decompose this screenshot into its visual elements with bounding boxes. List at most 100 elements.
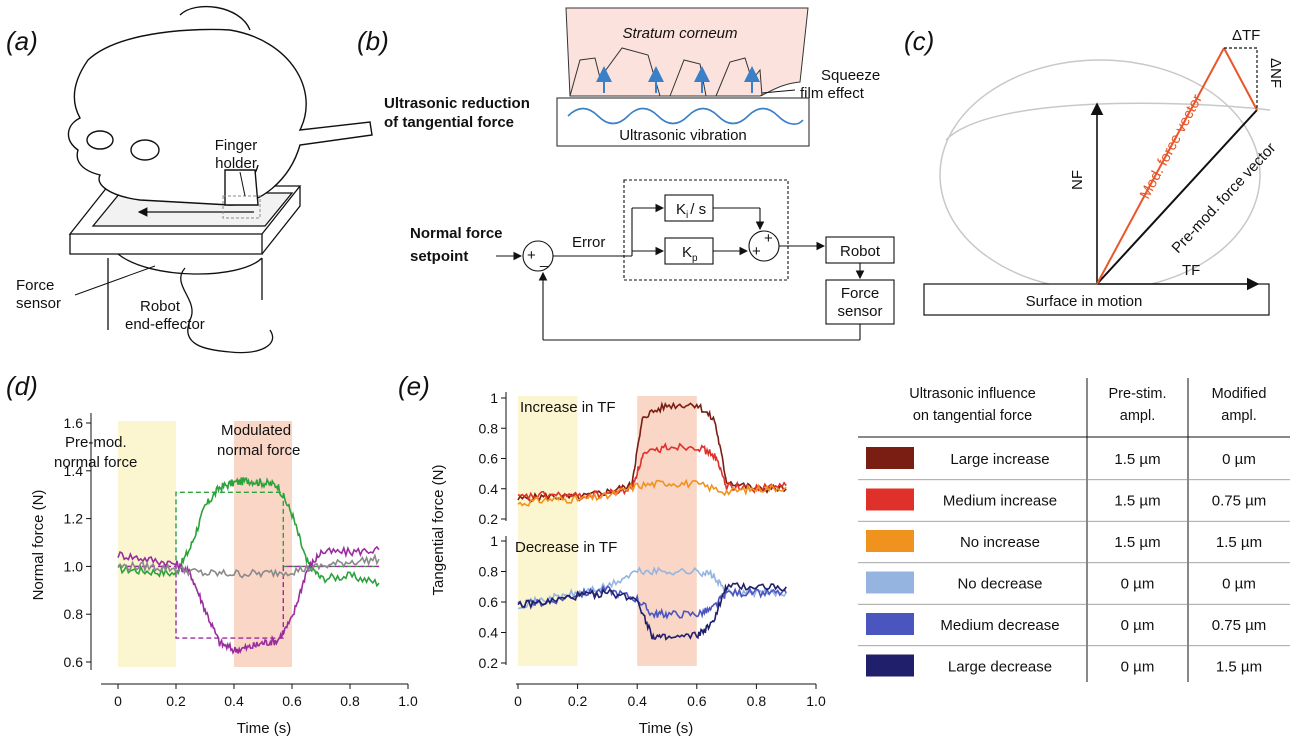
- reduction-label-1: Ultrasonic reduction: [384, 95, 530, 112]
- legend-swatch: [866, 571, 914, 594]
- x-tick-label: 0.8: [747, 693, 767, 709]
- row-mod: 0.75 µm: [1212, 493, 1267, 510]
- vibration-wave: [567, 107, 804, 125]
- finger-holder-label-1: Finger: [215, 137, 258, 154]
- surface-box: [923, 283, 1270, 316]
- increase-label: Increase in TF: [520, 399, 616, 416]
- row-pre: 0 µm: [1121, 617, 1155, 634]
- robot-block-label: Robot: [840, 243, 881, 260]
- y-tick-label: 0.8: [64, 606, 84, 622]
- sensor-block-label-1: Force: [841, 285, 879, 302]
- x-axis-label: Time (s): [237, 720, 291, 737]
- sum2-plus-top: +: [764, 230, 773, 247]
- shaded-band: [118, 421, 176, 667]
- y-tick-label: 0.6: [479, 594, 499, 610]
- y-tick-label: 1: [490, 533, 498, 549]
- chart-e: 0.2 0.4 0.6 0.8 1 0.2 0.4 0.6 0.8 1 0 0.2 0.4 0.6 0.8 1…: [430, 390, 826, 737]
- force-sensor-leader: [74, 265, 156, 296]
- y-tick-label: 0.4: [479, 625, 499, 641]
- row-label: No increase: [960, 534, 1040, 551]
- finger-holder-box: [222, 195, 261, 219]
- series-line: [517, 581, 787, 641]
- row-pre: 1.5 µm: [1114, 493, 1160, 510]
- stratum-corneum-block: [565, 7, 809, 97]
- panel-d-tag: (d): [6, 371, 38, 401]
- row-label: No decrease: [957, 576, 1042, 593]
- x-tick-label: 0.2: [166, 693, 186, 709]
- dnf-label: ΔNF: [1267, 58, 1284, 88]
- sum1-plus: +: [527, 247, 536, 264]
- kp-label: Kp: [682, 244, 698, 264]
- panel-a-tag: (a): [6, 26, 38, 56]
- x-tick-label: 0.2: [568, 693, 588, 709]
- reduction-label-2: of tangential force: [384, 114, 514, 131]
- y-tick-label: 0.4: [479, 481, 499, 497]
- series-line: [117, 553, 380, 579]
- y-tick-label: 0.6: [64, 654, 84, 670]
- legend-swatch: [866, 447, 914, 469]
- panel-b-tag: (b): [357, 26, 389, 56]
- nf-label: NF: [1069, 170, 1086, 190]
- force-sensor-label-2: sensor: [16, 295, 61, 312]
- friction-ellipse: [939, 59, 1261, 291]
- shaded-band: [234, 421, 292, 667]
- row-label: Large increase: [950, 451, 1049, 468]
- y-tick-label: 1.0: [64, 558, 84, 574]
- mod-vector: [1096, 47, 1225, 285]
- x-tick-label: 1.0: [398, 693, 418, 709]
- x-tick-label: 0: [114, 693, 122, 709]
- panel-c-tag: (c): [904, 26, 934, 56]
- table-header: ampl.: [1221, 408, 1256, 424]
- setpoint-label-2: setpoint: [410, 248, 468, 265]
- y-tick-label: 0.6: [479, 451, 499, 467]
- legend-swatch: [866, 613, 914, 635]
- shaded-band: [637, 396, 697, 666]
- squeeze-label-2: film effect: [800, 85, 865, 102]
- x-tick-label: 0.6: [687, 693, 707, 709]
- hand-illustration: [67, 5, 373, 206]
- series-line: [117, 545, 380, 655]
- y-tick-label: 1.4: [64, 463, 84, 479]
- row-mod: 0 µm: [1222, 451, 1256, 468]
- ki-label: Ki / s: [676, 201, 706, 221]
- modulated-label-1: Modulated: [221, 422, 291, 439]
- y-axis-label: Tangential force (N): [430, 465, 447, 596]
- y-tick-label: 1.2: [64, 511, 84, 527]
- finger-holder-leader: [239, 171, 246, 197]
- surface-label: Surface in motion: [1026, 293, 1143, 310]
- friction-ellipse-inner: [945, 102, 1271, 141]
- row-label: Medium increase: [943, 493, 1057, 510]
- robot-label-1: Robot: [140, 298, 181, 315]
- chart-d: 0.6 0.8 1.0 1.2 1.4 1.6 0 0.2 0.4 0.6 0.8 1.0 Time (…: [30, 413, 418, 737]
- finger-holder-label-2: holder: [215, 155, 257, 172]
- squeeze-arrows: [596, 66, 760, 93]
- x-tick-label: 0: [514, 693, 522, 709]
- y-tick-label: 0.2: [479, 655, 499, 671]
- row-mod: 1.5 µm: [1216, 659, 1262, 676]
- panel-b: (b) Stratum corneum Squeeze film effect …: [357, 7, 895, 341]
- squeeze-leader: [761, 89, 796, 94]
- row-label: Large decrease: [948, 659, 1052, 676]
- table-header: Pre-stim.: [1109, 386, 1167, 402]
- x-tick-label: 0.4: [627, 693, 647, 709]
- mod-label: Mod. force vector: [1137, 92, 1206, 202]
- row-mod: 0.75 µm: [1212, 617, 1267, 634]
- delta-vector: [1223, 47, 1258, 111]
- panel-e: (e) 0.2 0.4 0.6 0.8 1 0.2 0.4 0.6 0.8 1 0 0.2 0.4 0.6…: [398, 371, 826, 737]
- table-header: Ultrasonic influence: [909, 386, 1036, 402]
- y-tick-label: 1: [490, 390, 498, 406]
- x-tick-label: 0.6: [282, 693, 302, 709]
- legend-swatch: [866, 488, 914, 511]
- sum2-plus-left: +: [752, 243, 761, 260]
- x-tick-label: 0.8: [340, 693, 360, 709]
- table-header: ampl.: [1120, 408, 1155, 424]
- panel-c: (c) Surface in motion ΔTF ΔNF NF TF Mod.…: [904, 26, 1284, 316]
- error-label: Error: [572, 234, 605, 251]
- x-tick-label: 0.4: [224, 693, 244, 709]
- series-line: [517, 442, 787, 502]
- tf-label: TF: [1182, 262, 1200, 279]
- sensor-block-label-2: sensor: [837, 303, 882, 320]
- row-pre: 0 µm: [1121, 576, 1155, 593]
- decrease-label: Decrease in TF: [515, 539, 617, 556]
